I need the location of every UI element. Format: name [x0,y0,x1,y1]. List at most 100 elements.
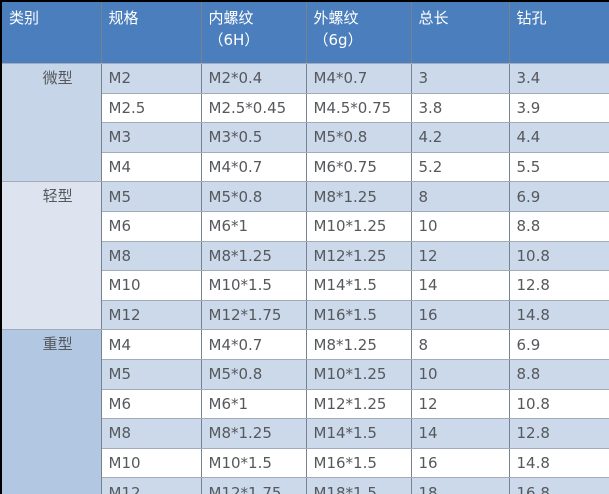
cell-drill-hole: 12.8 [508,418,609,449]
cell-external-thread: M5*0.8 [305,122,412,153]
category-cell-heavy: 重型 [0,329,102,494]
category-label: 微型 [42,69,73,87]
table-row: M12 M12*1.75 M18*1.5 18 16.8 [1,477,609,494]
cell-external-thread: M10*1.25 [305,210,412,242]
cell-total-length: 3 [410,63,510,94]
table-row: M6 M6*1 M12*1.25 12 10.8 [1,388,609,420]
cell-total-length: 8 [410,181,510,212]
cell-spec: M10 [100,270,202,301]
table-row: M4 M4*0.7 M6*0.75 5.2 5.5 [1,151,609,183]
cell-drill-hole: 14.8 [508,447,609,479]
cell-drill-hole: 4.4 [508,122,609,153]
table-row: M5 M5*0.8 M10*1.25 10 8.8 [1,358,609,390]
table-row: 重型 M4 M4*0.7 M8*1.25 8 6.9 [0,329,609,494]
cell-drill-hole: 10.8 [508,240,609,272]
cell-internal-thread: M5*0.8 [200,358,307,390]
cell-drill-hole: 3.4 [508,63,609,94]
cell-spec: M12 [100,477,202,494]
cell-external-thread: M12*1.25 [305,240,412,272]
cell-external-thread: M4*0.7 [305,63,412,94]
cell-drill-hole: 16.8 [508,477,609,494]
cell-external-thread: M16*1.5 [305,447,412,479]
cell-spec: M2.5 [100,92,202,124]
table-row: M10 M10*1.5 M16*1.5 16 14.8 [1,447,609,479]
col-header-drill-hole: 钻孔 [508,0,609,64]
table-row: 微型 M2 M2*0.4 M4*0.7 3 3.4 [0,62,609,183]
table-row: M10 M10*1.5 M14*1.5 14 12.8 [1,270,609,301]
col-header-total-length: 总长 [410,0,510,64]
cell-external-thread: M16*1.5 [305,299,412,331]
cell-drill-hole: 6.9 [508,329,609,360]
cell-total-length: 10 [410,358,510,390]
cell-internal-thread: M10*1.5 [200,270,307,301]
table-row: M8 M8*1.25 M12*1.25 12 10.8 [1,240,609,272]
cell-drill-hole: 8.8 [508,358,609,390]
cell-internal-thread: M2*0.4 [200,63,307,94]
cell-spec: M6 [100,388,202,420]
col-header-label: 规格 [108,9,139,27]
cell-internal-thread: M10*1.5 [200,447,307,479]
cell-internal-thread: M12*1.75 [200,477,307,494]
col-header-external-thread: 外螺纹 （6g） [305,0,412,64]
cell-internal-thread: M4*0.7 [200,329,307,360]
cell-internal-thread: M8*1.25 [200,240,307,272]
cell-total-length: 18 [410,477,510,494]
cell-external-thread: M8*1.25 [305,181,412,212]
category-label: 重型 [42,335,73,354]
cell-spec: M4 [100,329,202,360]
cell-drill-hole: 8.8 [508,210,609,242]
cell-internal-thread: M12*1.75 [200,299,307,331]
cell-spec: M3 [100,122,202,153]
cell-external-thread: M10*1.25 [305,358,412,390]
cell-total-length: 3.8 [410,92,510,124]
cell-total-length: 8 [410,329,510,360]
cell-external-thread: M14*1.5 [305,418,412,449]
cell-spec: M2 [100,63,202,94]
col-header-label: 内螺纹 [208,9,254,27]
cell-total-length: 12 [410,240,510,272]
cell-external-thread: M6*0.75 [305,151,412,183]
cell-external-thread: M12*1.25 [305,388,412,420]
col-header-sublabel: （6g） [313,31,363,49]
cell-internal-thread: M3*0.5 [200,122,307,153]
category-label: 轻型 [42,187,73,206]
cell-drill-hole: 6.9 [508,181,609,212]
cell-external-thread: M8*1.25 [305,329,412,360]
cell-spec: M5 [100,358,202,390]
cell-internal-thread: M6*1 [200,210,307,242]
col-header-label: 钻孔 [516,9,547,27]
table-row: M2.5 M2.5*0.45 M4.5*0.75 3.8 3.9 [1,92,609,124]
cell-internal-thread: M2.5*0.45 [200,92,307,124]
cell-total-length: 12 [410,388,510,420]
cell-drill-hole: 5.5 [508,151,609,183]
cell-internal-thread: M5*0.8 [200,181,307,212]
cell-spec: M8 [100,240,202,272]
cell-external-thread: M18*1.5 [305,477,412,494]
col-header-internal-thread: 内螺纹 （6H） [200,0,307,64]
table-row: 轻型 M5 M5*0.8 M8*1.25 8 6.9 [0,181,609,331]
cell-internal-thread: M4*0.7 [200,151,307,183]
cell-spec: M6 [100,210,202,242]
cell-total-length: 5.2 [410,151,510,183]
cell-internal-thread: M6*1 [200,388,307,420]
category-cell-light: 轻型 [0,181,102,331]
cell-total-length: 4.2 [410,122,510,153]
cell-spec: M8 [100,418,202,449]
cell-external-thread: M14*1.5 [305,270,412,301]
cell-drill-hole: 3.9 [508,92,609,124]
cell-spec: M4 [100,151,202,183]
cell-total-length: 16 [410,447,510,479]
cell-external-thread: M4.5*0.75 [305,92,412,124]
cell-total-length: 10 [410,210,510,242]
table-row: M3 M3*0.5 M5*0.8 4.2 4.4 [1,122,609,153]
header-row: 类别 规格 内螺纹 （6H） 外螺纹 （6g） 总长 钻孔 [0,0,609,64]
col-header-label: 类别 [9,9,40,27]
cell-drill-hole: 12.8 [508,270,609,301]
cell-drill-hole: 10.8 [508,388,609,420]
cell-total-length: 14 [410,270,510,301]
table-row: M8 M8*1.25 M14*1.5 14 12.8 [1,418,609,449]
cell-total-length: 16 [410,299,510,331]
col-header-spec: 规格 [100,0,202,64]
cell-spec: M10 [100,447,202,479]
